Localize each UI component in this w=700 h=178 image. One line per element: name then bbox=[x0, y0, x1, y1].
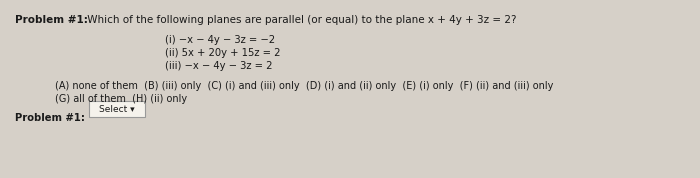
Text: (i) −x − 4y − 3z = −2: (i) −x − 4y − 3z = −2 bbox=[165, 35, 275, 45]
Text: (iii) −x − 4y − 3z = 2: (iii) −x − 4y − 3z = 2 bbox=[165, 61, 272, 71]
Text: (ii) 5x + 20y + 15z = 2: (ii) 5x + 20y + 15z = 2 bbox=[165, 48, 281, 58]
Text: Problem #1:: Problem #1: bbox=[15, 113, 85, 123]
Text: Problem #1:: Problem #1: bbox=[15, 15, 88, 25]
Text: Which of the following planes are parallel (or equal) to the plane x + 4y + 3z =: Which of the following planes are parall… bbox=[84, 15, 517, 25]
Text: Select ▾: Select ▾ bbox=[99, 104, 135, 114]
Text: (G) all of them  (H) (ii) only: (G) all of them (H) (ii) only bbox=[55, 94, 187, 104]
FancyBboxPatch shape bbox=[89, 101, 145, 117]
Text: (A) none of them  (B) (iii) only  (C) (i) and (iii) only  (D) (i) and (ii) only : (A) none of them (B) (iii) only (C) (i) … bbox=[55, 81, 554, 91]
